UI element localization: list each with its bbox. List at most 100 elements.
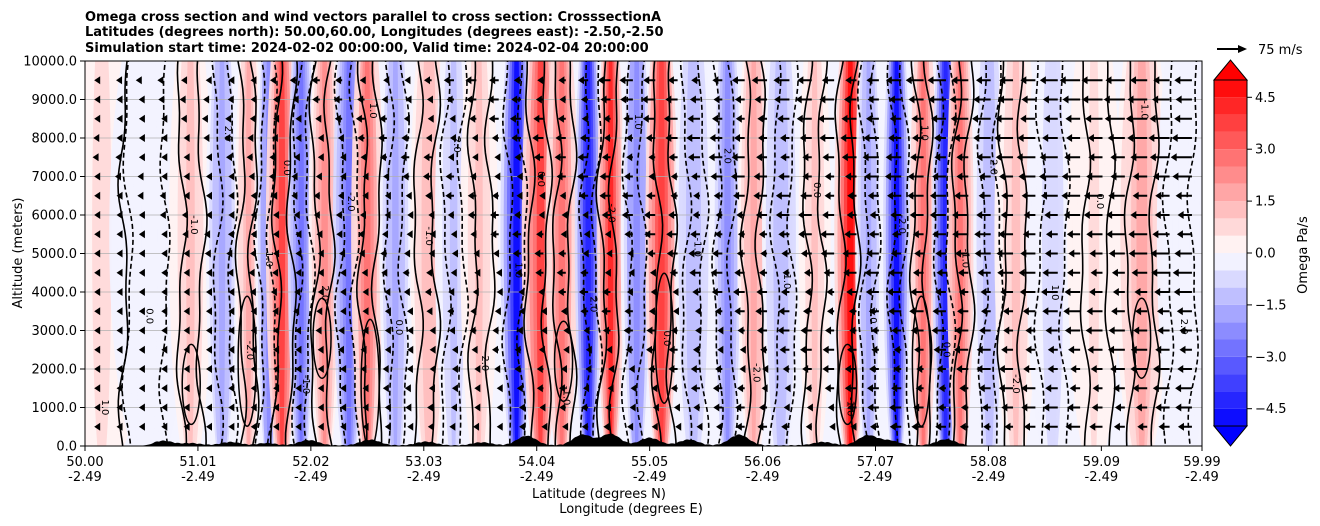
- wind-vector-head-0-4: [183, 422, 190, 431]
- wind-vector-head-17-18: [487, 95, 494, 104]
- wind-vector-head-15-33: [819, 134, 826, 142]
- wind-vector-head-5-29: [737, 326, 744, 335]
- contour-line-32-0: [950, 61, 964, 446]
- wind-vector-head-7-10: [317, 288, 324, 296]
- contour-line-36-1: [1104, 61, 1116, 446]
- colorbar-level-8: [1214, 270, 1247, 288]
- wind-vector-head-14-6: [225, 153, 232, 162]
- wind-vector-head-0-18: [496, 422, 503, 431]
- wind-vector-head-6-0: [94, 307, 101, 316]
- wind-vector-head-11-9: [293, 211, 300, 219]
- wind-vector-head-2-33: [824, 384, 831, 393]
- wind-vector-head-8-42: [1018, 268, 1025, 277]
- wind-vector-head-10-32: [798, 230, 805, 239]
- wind-vector-head-15-25: [645, 134, 652, 142]
- wind-vector-head-17-47: [1127, 95, 1134, 104]
- wind-vector-head-11-2: [138, 211, 145, 219]
- contour-label-3: 2.0: [222, 126, 233, 142]
- wind-vector-head-1-36: [889, 403, 896, 412]
- contour-label-6: 0.0: [281, 160, 292, 176]
- colorbar-level-6: [1214, 304, 1247, 323]
- wind-vector-head-6-29: [734, 307, 741, 316]
- wind-vector-head-16-29: [735, 114, 742, 123]
- wind-vector-head-1-5: [205, 403, 212, 412]
- wind-vector-head-3-35: [869, 365, 876, 373]
- wind-vector-head-2-11: [340, 384, 347, 393]
- wind-vector-head-9-17: [473, 249, 480, 258]
- wind-vector-head-6-32: [803, 307, 810, 316]
- wind-vector-head-11-4: [181, 211, 188, 219]
- wind-vector-head-7-24: [626, 288, 633, 296]
- wind-vector-head-17-31: [774, 95, 781, 104]
- wind-vector-head-12-24: [621, 191, 628, 200]
- wind-vector-head-5-16: [449, 326, 456, 335]
- contour-loop-5: [654, 272, 674, 404]
- wind-vector-head-6-44: [1063, 307, 1070, 316]
- wind-vector-head-5-41: [1003, 326, 1010, 335]
- wind-vector-head-13-27: [691, 172, 698, 181]
- wind-vector-head-9-49: [1174, 249, 1181, 258]
- wind-vector-head-10-4: [182, 230, 189, 239]
- wind-vector-head-4-31: [779, 345, 786, 354]
- wind-vector-head-18-3: [157, 76, 164, 85]
- contour-line-15-1: [516, 61, 529, 446]
- contour-line-2-0: [175, 61, 189, 446]
- contour-label-4: -2.0: [244, 341, 255, 361]
- wind-vector-head-3-43: [1047, 365, 1054, 373]
- wind-vector-head-12-47: [1132, 191, 1139, 200]
- colorbar-level-9: [1214, 253, 1247, 271]
- wind-vector-head-4-38: [933, 345, 940, 354]
- wind-vector-head-2-7: [250, 384, 257, 393]
- wind-vector-head-2-2: [138, 384, 145, 393]
- wind-vector-head-13-17: [469, 172, 476, 181]
- wind-vector-head-5-6: [228, 326, 235, 335]
- wind-vector-head-3-9: [295, 365, 302, 373]
- wind-vector-head-12-49: [1175, 191, 1182, 200]
- wind-vector-head-6-23: [601, 307, 608, 316]
- wind-vector-head-0-36: [889, 422, 896, 431]
- wind-vector-head-16-30: [757, 114, 764, 123]
- wind-vector-head-15-4: [183, 134, 190, 142]
- wind-vector-head-4-19: [514, 345, 521, 354]
- wind-vector-head-5-35: [871, 326, 878, 335]
- wind-vector-head-3-17: [474, 365, 481, 373]
- contour-line-5-0: [253, 61, 266, 446]
- wind-vector-head-12-46: [1108, 191, 1115, 200]
- wind-vector-head-16-13: [379, 114, 386, 123]
- wind-vector-head-2-38: [938, 384, 945, 393]
- wind-vector-head-14-36: [885, 153, 892, 162]
- wind-vector-head-15-35: [863, 134, 870, 142]
- wind-vector-head-11-43: [1044, 211, 1051, 219]
- wind-vector-head-17-24: [620, 95, 627, 104]
- wind-vector-head-16-45: [1085, 114, 1092, 123]
- wind-vector-head-5-22: [583, 326, 590, 335]
- wind-vector-head-12-4: [183, 191, 190, 200]
- wind-vector-head-18-2: [135, 76, 142, 85]
- plot-area: 1.0 0.0 -1.0 2.0 -2.0 1.0 0.0 -1.0 2.0 -2.0 1.0 0.0…: [84, 60, 1203, 447]
- wind-vector-head-4-17: [471, 345, 478, 354]
- wind-vector-head-17-20: [535, 95, 542, 104]
- wind-vector-head-5-18: [492, 326, 499, 335]
- wind-vector-head-5-45: [1085, 326, 1092, 335]
- wind-vector-head-7-4: [183, 288, 190, 296]
- wind-vector-head-9-43: [1044, 249, 1051, 258]
- wind-vector-head-12-13: [384, 191, 391, 200]
- x-tick-label-lon-3: -2.49: [407, 470, 441, 485]
- wind-vector-head-0-11: [340, 422, 347, 431]
- wind-vector-head-5-23: [602, 326, 609, 335]
- y-tick-label-1: 1000.0: [32, 401, 78, 416]
- wind-vector-head-11-39: [952, 211, 959, 219]
- wind-vector-head-15-37: [912, 134, 919, 142]
- wind-vector-head-17-22: [580, 95, 587, 104]
- wind-vector-head-10-26: [666, 230, 673, 239]
- wind-vector-head-8-22: [580, 268, 587, 277]
- wind-vector-head-14-3: [161, 153, 168, 162]
- contour-label-22: -1.0: [691, 238, 702, 258]
- contour-line-5-1: [265, 61, 278, 446]
- x-tick-label-lat-6: 56.06: [744, 455, 781, 470]
- wind-vector-head-11-26: [668, 211, 675, 219]
- wind-vector-head-2-12: [362, 384, 369, 393]
- colorbar-label: Omega Pa/s: [1296, 216, 1311, 294]
- x-tick-label-lon-10: -2.49: [1185, 470, 1219, 485]
- wind-vector-head-17-45: [1082, 95, 1089, 104]
